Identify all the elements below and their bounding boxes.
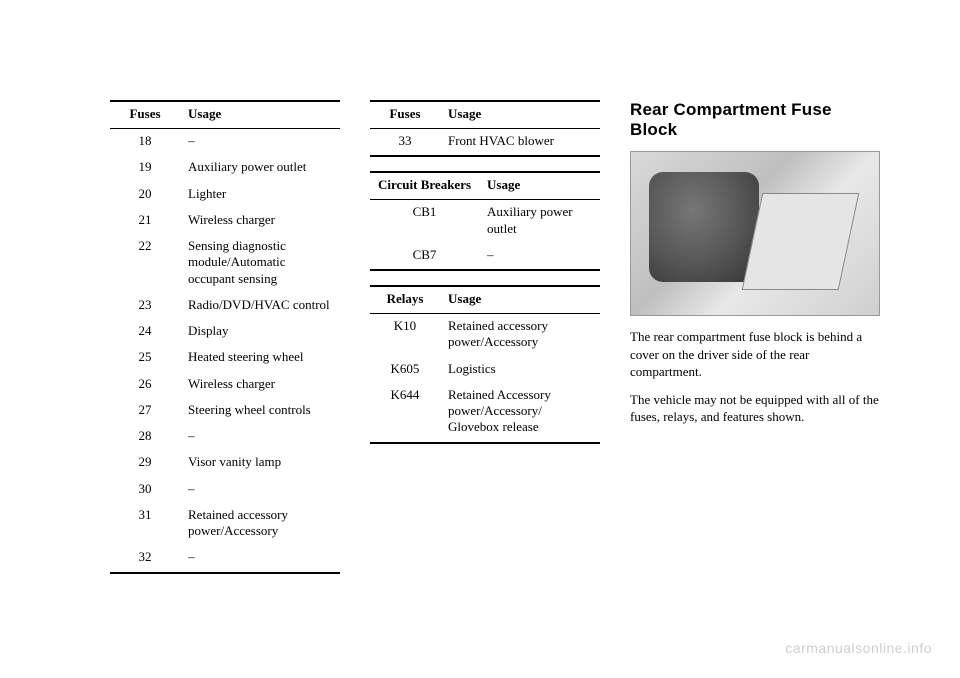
table-row: 25Heated steering wheel bbox=[110, 345, 340, 371]
watermark-text: carmanualsonline.info bbox=[785, 640, 932, 656]
table-row: 32– bbox=[110, 545, 340, 571]
section-title: Rear Compartment Fuse Block bbox=[630, 100, 880, 139]
breakers-head-right: Usage bbox=[479, 173, 600, 200]
fuses-table-1: Fuses Usage 18– 19Auxiliary power outlet… bbox=[110, 100, 340, 574]
table-row: K10Retained accessory power/Accessory bbox=[370, 314, 600, 357]
table-row: 26Wireless charger bbox=[110, 372, 340, 398]
fuses-table-2: Fuses Usage 33Front HVAC blower bbox=[370, 100, 600, 157]
table-row: 22Sensing diagnostic module/Automatic oc… bbox=[110, 234, 340, 293]
table-row: 18– bbox=[110, 129, 340, 156]
body-paragraph-1: The rear compartment fuse block is behin… bbox=[630, 328, 880, 381]
fuses2-head-left: Fuses bbox=[370, 102, 440, 129]
table-row: CB7– bbox=[370, 243, 600, 269]
breakers-head-left: Circuit Breakers bbox=[370, 173, 479, 200]
table-row: 21Wireless charger bbox=[110, 208, 340, 234]
table-row: 31Retained accessory power/Accessory bbox=[110, 503, 340, 546]
relays-table: Relays Usage K10Retained accessory power… bbox=[370, 285, 600, 444]
column-1: Fuses Usage 18– 19Auxiliary power outlet… bbox=[110, 100, 340, 588]
fuses2-head-right: Usage bbox=[440, 102, 600, 129]
page: Fuses Usage 18– 19Auxiliary power outlet… bbox=[0, 0, 960, 588]
body-paragraph-2: The vehicle may not be equipped with all… bbox=[630, 391, 880, 426]
fuses1-head-right: Usage bbox=[180, 102, 340, 129]
column-2: Fuses Usage 33Front HVAC blower Circuit … bbox=[370, 100, 600, 588]
fuses1-head-left: Fuses bbox=[110, 102, 180, 129]
table-row: 23Radio/DVD/HVAC control bbox=[110, 293, 340, 319]
column-3: Rear Compartment Fuse Block The rear com… bbox=[630, 100, 880, 588]
table-row: CB1Auxiliary power outlet bbox=[370, 200, 600, 243]
table-row: K644Retained Accessory power/Accessory/ … bbox=[370, 383, 600, 442]
breakers-table: Circuit Breakers Usage CB1Auxiliary powe… bbox=[370, 171, 600, 271]
table-row: 29Visor vanity lamp bbox=[110, 450, 340, 476]
table-row: 20Lighter bbox=[110, 182, 340, 208]
fuse-block-illustration bbox=[630, 151, 880, 316]
relays-head-left: Relays bbox=[370, 287, 440, 314]
relays-head-right: Usage bbox=[440, 287, 600, 314]
table-row: K605Logistics bbox=[370, 357, 600, 383]
table-row: 28– bbox=[110, 424, 340, 450]
table-row: 24Display bbox=[110, 319, 340, 345]
table-row: 27Steering wheel controls bbox=[110, 398, 340, 424]
table-row: 19Auxiliary power outlet bbox=[110, 155, 340, 181]
table-row: 30– bbox=[110, 477, 340, 503]
table-row: 33Front HVAC blower bbox=[370, 129, 600, 156]
